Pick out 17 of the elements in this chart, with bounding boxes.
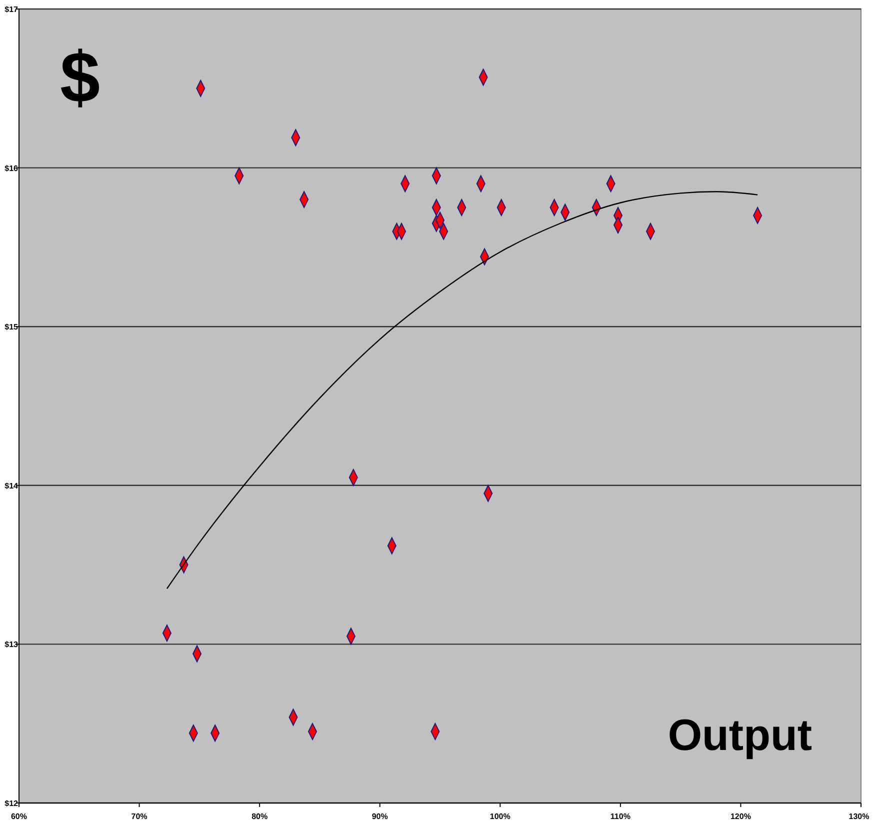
x-tick-label: 70% bbox=[131, 812, 148, 821]
y-tick-label: $16 bbox=[4, 164, 19, 173]
x-tick-label: 100% bbox=[490, 812, 510, 821]
x-axis-title: Output bbox=[668, 711, 812, 760]
x-tick-label: 110% bbox=[610, 812, 630, 821]
x-tick-label: 130% bbox=[848, 812, 870, 821]
x-tick-label: 90% bbox=[372, 812, 388, 821]
y-tick-label: $13 bbox=[4, 640, 19, 650]
y-tick-label: $17 bbox=[4, 5, 19, 14]
y-tick-label: $15 bbox=[4, 322, 19, 332]
y-axis-title: $ bbox=[60, 38, 100, 118]
x-tick-label: 60% bbox=[10, 812, 28, 821]
x-tick-label: 120% bbox=[730, 812, 751, 821]
line-series bbox=[166, 191, 758, 590]
x-tick-label: 80% bbox=[252, 812, 268, 821]
y-tick-label: $12 bbox=[4, 799, 19, 808]
y-tick-label: $14 bbox=[4, 481, 19, 490]
